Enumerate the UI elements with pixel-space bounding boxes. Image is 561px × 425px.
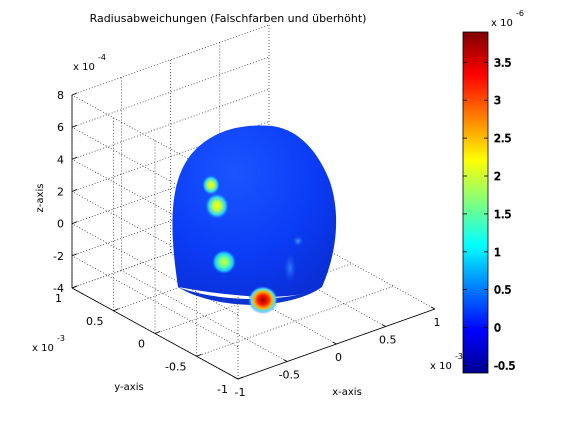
y-axis-label: y-axis [114, 382, 143, 393]
x-tick-mark [381, 324, 386, 327]
grid-line [71, 56, 270, 128]
colorbar-tick-label: -0.5 [494, 359, 515, 372]
z-tick-labels: -4 -2 0 2 4 6 8 [53, 89, 64, 295]
x-axis-label: x-axis [332, 387, 362, 398]
colorbar-tick-label: 0 [494, 322, 501, 335]
z-tick-label: -2 [53, 250, 64, 263]
colorbar-gradient [462, 31, 489, 374]
x-tick-labels: -1 -0.5 0 0.5 1 [235, 316, 441, 399]
colorbar-scale-exponent: -6 [516, 9, 524, 18]
y-tick-label: -1 [217, 383, 228, 396]
axes-box [71, 92, 436, 380]
hotspot-upper [205, 193, 229, 219]
z-tick-label: 4 [57, 153, 64, 166]
z-tick-label: -4 [53, 282, 64, 295]
surface-plot [172, 125, 337, 314]
z-tick-mark [71, 156, 78, 160]
z-tick-mark [71, 189, 78, 192]
hotspot-faint [293, 236, 303, 246]
z-tick-label: 8 [57, 89, 64, 102]
dome-surface [172, 125, 337, 297]
x-tick-label: 0 [335, 351, 342, 364]
y-tick-mark [196, 353, 202, 357]
grid-line [71, 24, 270, 96]
z-scale-prefix: x 10 [73, 62, 95, 73]
z-tick-mark [71, 253, 78, 257]
x-tick-label: 1 [434, 316, 441, 329]
grid-line [71, 89, 270, 160]
hotspot-bottom [248, 286, 278, 314]
x-scale-exponent: -3 [455, 352, 463, 361]
y-scale-label: x 10 -3 [32, 334, 65, 354]
colorbar-scale-prefix: x 10 [491, 18, 513, 29]
z-tick-label: 2 [57, 186, 64, 199]
colorbar-tick-label: 0.5 [494, 284, 512, 297]
colorbar-tick-label: 2.5 [494, 132, 512, 145]
y-tick-labels: -1 -0.5 0 0.5 1 [55, 292, 228, 396]
hotspot-middle [212, 250, 236, 274]
z-scale-exponent: -4 [98, 53, 106, 62]
colorbar-tick-label: 2 [494, 170, 501, 183]
x-tick-label: 0.5 [379, 334, 397, 347]
z-tick-mark [71, 92, 78, 96]
x-tick-mark [233, 376, 239, 380]
x-tick-label: -0.5 [279, 369, 300, 382]
hotspot-upper-small [202, 175, 220, 195]
chart-title: Radiusabweichungen (Falschfarben und übe… [90, 12, 367, 25]
y-tick-label: 0 [138, 338, 145, 351]
y-tick-label: 1 [55, 292, 62, 305]
colorbar-tick-label: 3 [494, 94, 501, 107]
z-scale-label: x 10 -4 [73, 53, 106, 73]
z-tick-mark [71, 124, 78, 128]
y-tick-mark [237, 376, 244, 380]
y-scale-prefix: x 10 [32, 343, 54, 354]
y-tick-label: 0.5 [86, 315, 104, 328]
colorbar-tick-label: 1.5 [494, 208, 512, 221]
y-tick-label: -0.5 [165, 360, 186, 373]
z-tick-mark [71, 221, 78, 225]
colorbar-tick-label: 1 [494, 246, 501, 259]
hotspot-faint-trail [284, 254, 296, 282]
x-scale-prefix: x 10 [430, 361, 452, 372]
x-tick-mark [430, 306, 436, 310]
z-tick-mark [71, 285, 78, 289]
y-tick-mark [113, 308, 119, 312]
z-tick-label: 0 [57, 218, 64, 231]
colorbar: -0.5 0 0.5 1 1.5 2 2.5 3 3.5 x 10 -6 [462, 9, 524, 374]
z-tick-label: 6 [57, 121, 64, 134]
colorbar-ticks: -0.5 0 0.5 1 1.5 2 2.5 3 3.5 [463, 56, 516, 373]
x-tick-label: -1 [235, 386, 246, 399]
y-scale-exponent: -3 [57, 334, 65, 343]
x-tick-mark [283, 359, 288, 362]
dome-rim-shade [178, 287, 322, 305]
colorbar-tick-label: 3.5 [494, 56, 512, 69]
grid-line [196, 286, 394, 357]
x-tick-mark [332, 341, 337, 345]
z-axis-label: z-axis [35, 184, 46, 213]
y-tick-mark [154, 331, 161, 334]
x-scale-label: x 10 -3 [430, 352, 463, 372]
